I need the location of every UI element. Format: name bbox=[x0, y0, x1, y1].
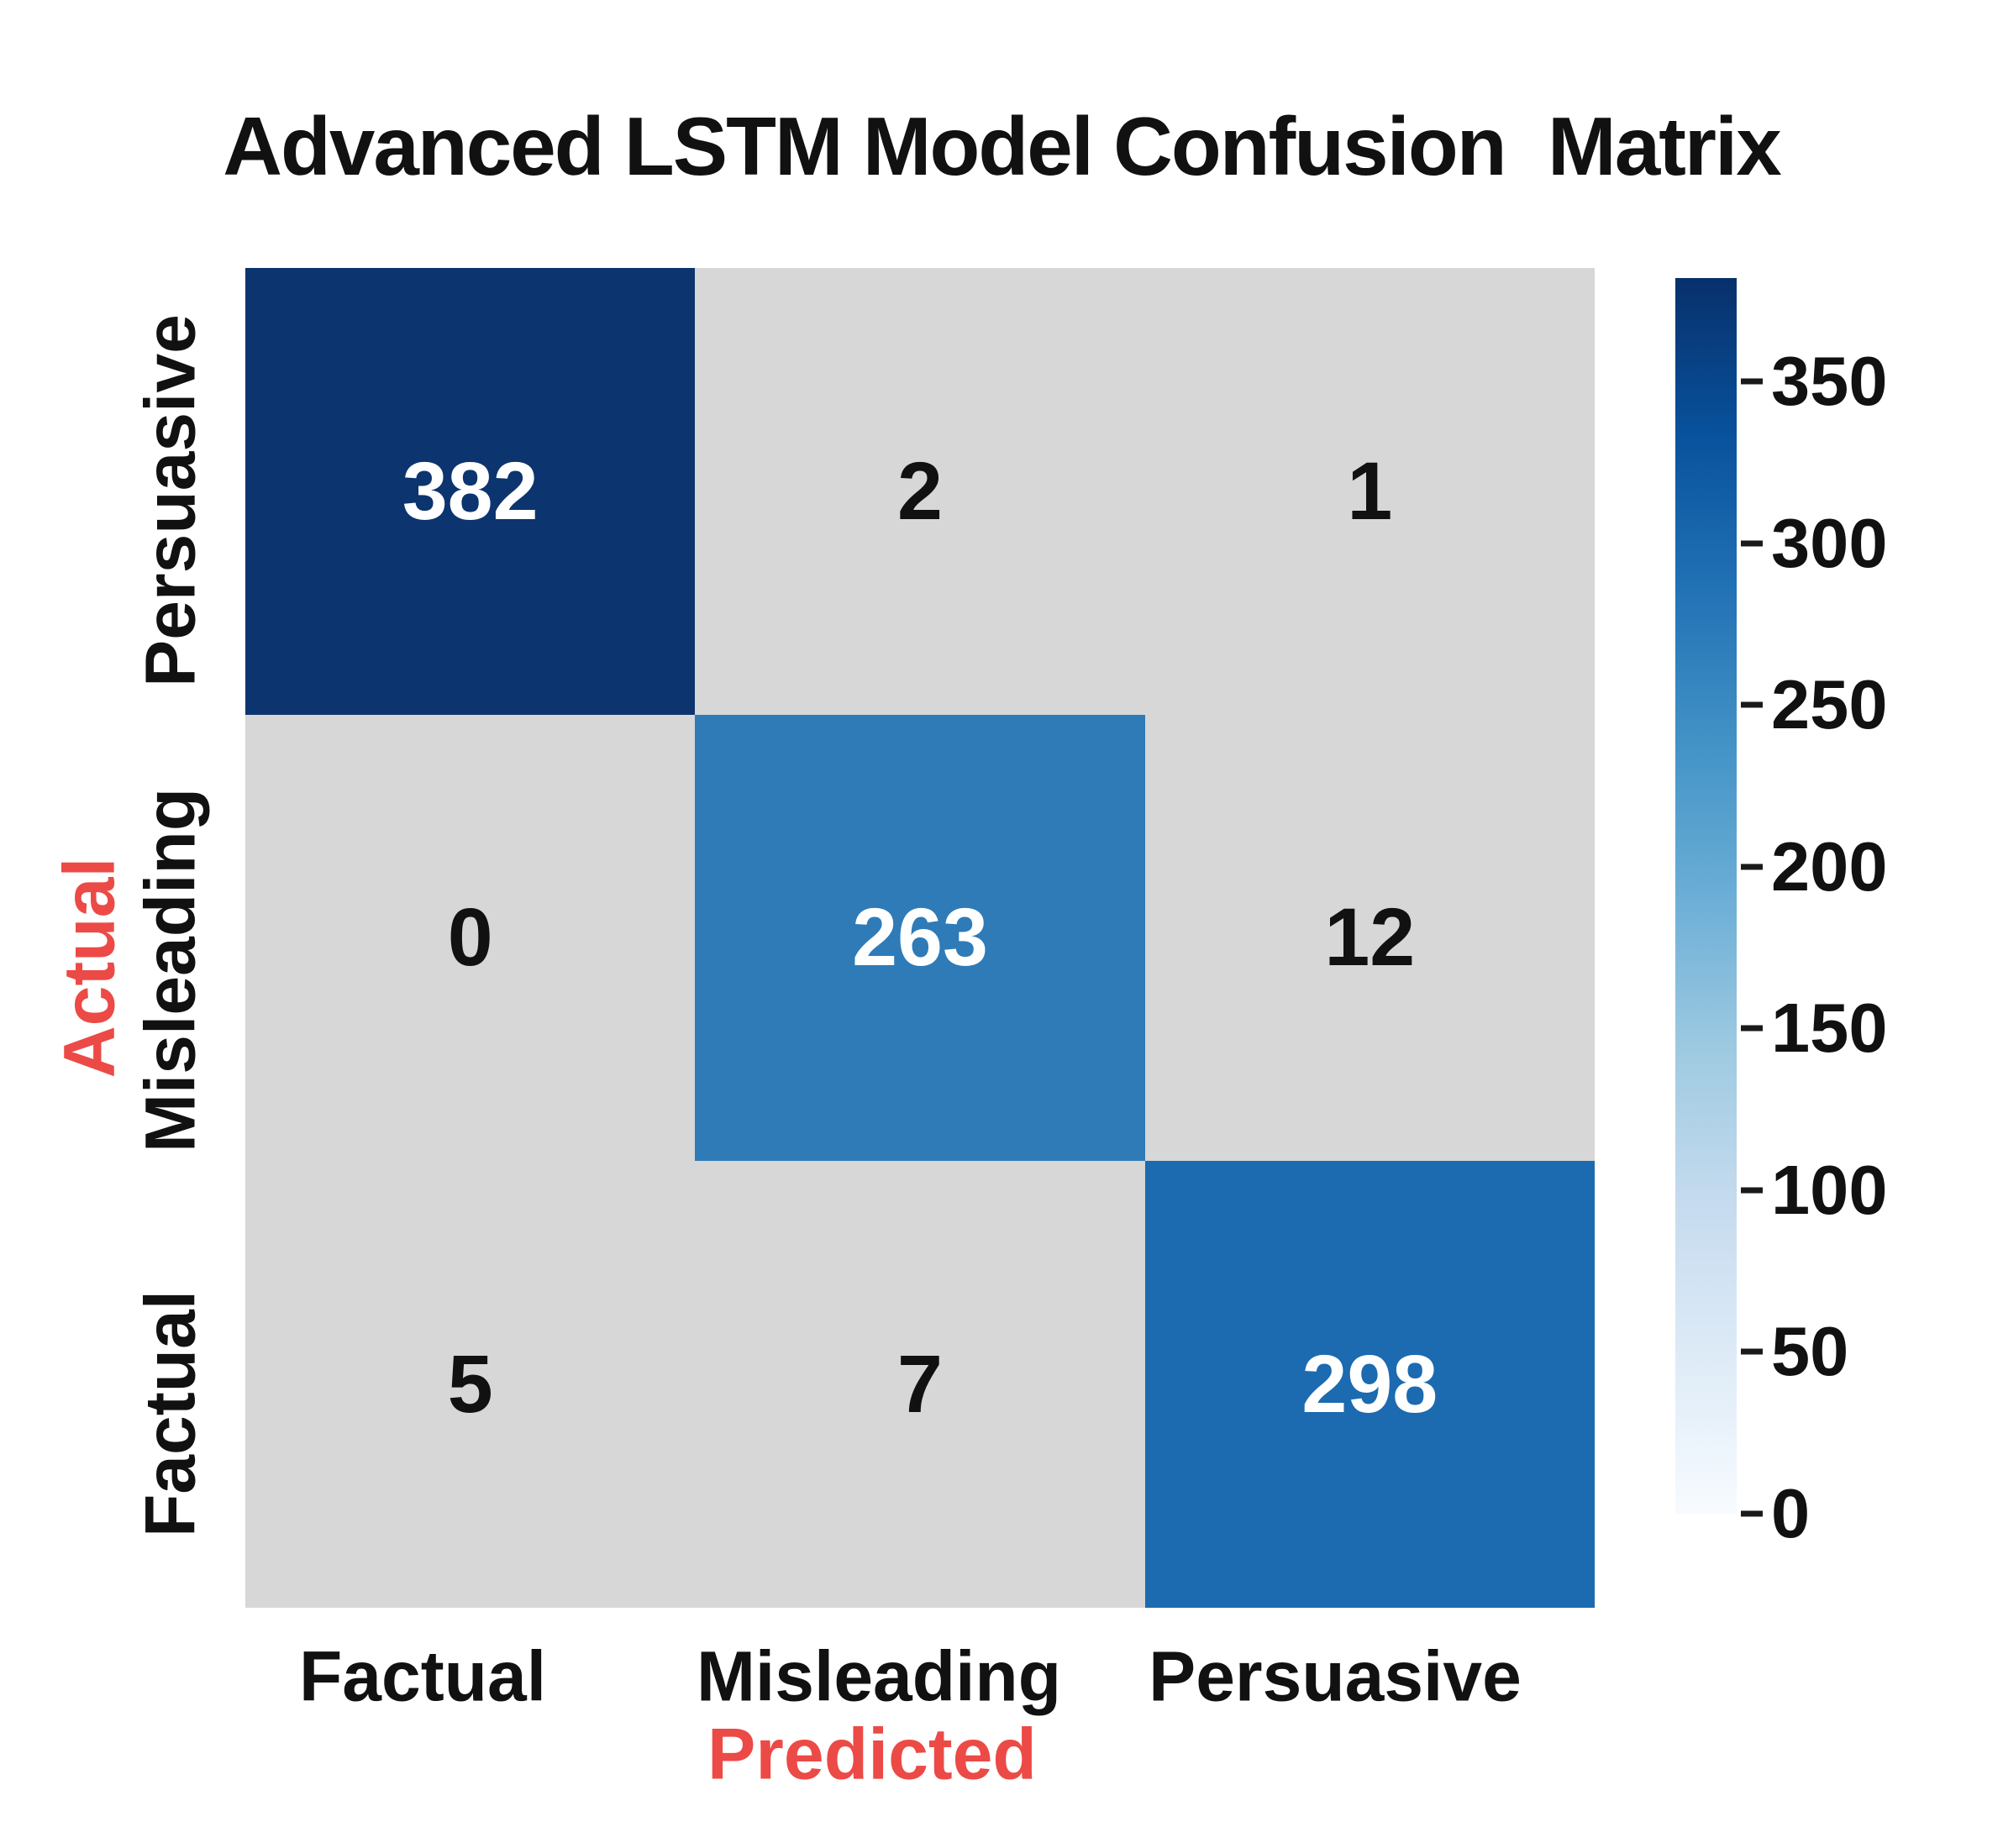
matrix-cell-actual-factual-predicted-factual: 5 bbox=[245, 1161, 696, 1608]
colorbar-tick-label-150: 150 bbox=[1771, 989, 1888, 1068]
matrix-cell-actual-misleading-predicted-persuasive: 12 bbox=[1144, 714, 1595, 1162]
colorbar-tick-mark-200 bbox=[1741, 864, 1763, 870]
x-tick-label-misleading: Misleading bbox=[696, 1636, 1062, 1716]
colorbar-tick-label-200: 200 bbox=[1771, 827, 1888, 906]
colorbar-tick-mark-50 bbox=[1741, 1348, 1763, 1355]
y-tick-label-misleading: Misleading bbox=[130, 787, 210, 1153]
colorbar-tick-label-50: 50 bbox=[1771, 1312, 1849, 1391]
colorbar-tick-label-0: 0 bbox=[1771, 1474, 1811, 1552]
colorbar-tick-label-350: 350 bbox=[1771, 342, 1888, 421]
matrix-cell-actual-misleading-predicted-factual: 0 bbox=[245, 714, 696, 1162]
colorbar-tick-mark-0 bbox=[1741, 1510, 1763, 1517]
colorbar-tick-label-100: 100 bbox=[1771, 1150, 1888, 1229]
colorbar-gradient bbox=[1675, 278, 1737, 1514]
colorbar-tick-mark-250 bbox=[1741, 701, 1763, 708]
y-tick-label-factual: Factual bbox=[130, 1289, 210, 1538]
y-tick-label-persuasive: Persuasive bbox=[130, 314, 210, 687]
colorbar-tick-mark-300 bbox=[1741, 540, 1763, 547]
matrix-cell-actual-persuasive-predicted-persuasive: 1 bbox=[1144, 268, 1595, 715]
y-axis-title-actual: Actual bbox=[49, 857, 130, 1079]
matrix-cell-actual-persuasive-predicted-misleading: 2 bbox=[695, 268, 1145, 715]
colorbar-tick-mark-150 bbox=[1741, 1025, 1763, 1032]
colorbar-tick-mark-350 bbox=[1741, 378, 1763, 385]
chart-title: Advanced LSTM Model Confusion Matrix bbox=[223, 100, 1781, 192]
matrix-cell-actual-factual-predicted-misleading: 7 bbox=[695, 1161, 1145, 1608]
confusion-matrix-grid: 382 2 1 0 263 12 5 7 298 bbox=[245, 268, 1595, 1608]
x-tick-label-persuasive: Persuasive bbox=[1149, 1636, 1522, 1716]
colorbar-tick-mark-100 bbox=[1741, 1187, 1763, 1194]
matrix-cell-actual-misleading-predicted-misleading: 263 bbox=[695, 714, 1145, 1162]
x-tick-label-factual: Factual bbox=[298, 1636, 547, 1716]
x-axis-title-predicted: Predicted bbox=[707, 1714, 1037, 1795]
colorbar-tick-label-300: 300 bbox=[1771, 503, 1888, 582]
matrix-cell-actual-factual-predicted-persuasive: 298 bbox=[1144, 1161, 1595, 1608]
colorbar-tick-label-250: 250 bbox=[1771, 665, 1888, 744]
matrix-cell-actual-persuasive-predicted-factual: 382 bbox=[245, 268, 696, 715]
